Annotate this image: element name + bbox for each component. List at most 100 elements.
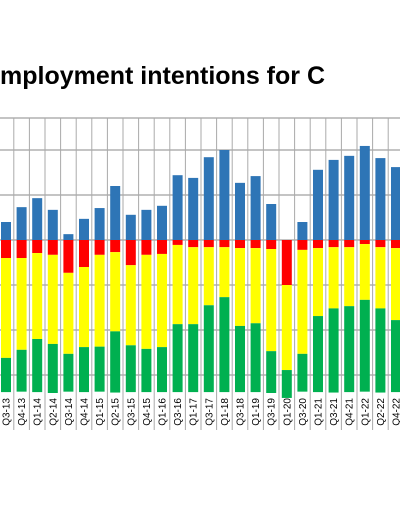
bar-segment	[157, 253, 167, 348]
x-tick-label: Q1-22	[360, 398, 371, 426]
bar-segment	[313, 248, 323, 317]
bar-segment	[157, 240, 167, 254]
bar-segment	[172, 324, 183, 393]
bar-segment	[203, 247, 214, 306]
x-tick-label: Q2-14	[48, 398, 59, 426]
bar-segment	[110, 331, 121, 393]
bar-segment	[219, 247, 230, 298]
bar-segment	[125, 265, 136, 346]
bar-segment	[110, 240, 121, 253]
bar-segment	[1, 222, 11, 240]
x-tick-label: Q1-19	[251, 398, 262, 426]
bar-segment	[79, 347, 89, 393]
bar-segment	[328, 308, 339, 393]
bar-segment	[313, 240, 323, 249]
bar-segment	[266, 249, 277, 352]
bar-segment	[391, 167, 400, 240]
x-tick-label: Q1-14	[33, 398, 44, 426]
bar-segment	[281, 285, 292, 371]
bar-segment	[375, 308, 386, 393]
bar-segment	[94, 240, 105, 255]
bar-segment	[297, 222, 308, 240]
bar-segment	[359, 145, 370, 240]
x-tick-label: Q3-17	[204, 398, 215, 426]
bar-segment	[1, 240, 11, 258]
bar-segment	[235, 182, 245, 240]
bar-segment	[32, 198, 43, 240]
bar-segment	[266, 204, 277, 240]
bar-segment	[344, 155, 355, 240]
x-tick-label: Q2-22	[376, 398, 387, 426]
x-tick-label: Q3-21	[329, 398, 340, 426]
bar-segment	[16, 207, 27, 240]
x-tick-label: Q1-20	[282, 398, 293, 426]
bar-segment	[328, 247, 339, 309]
bar-segment	[63, 234, 74, 240]
bar-segment	[1, 258, 11, 358]
bar-segment	[188, 247, 199, 325]
bar-segment	[125, 345, 136, 393]
bar-segment	[313, 169, 323, 240]
bar-segment	[110, 252, 121, 332]
bar-segment	[250, 240, 261, 249]
bar-segment	[375, 158, 386, 240]
x-tick-label: Q4-22	[392, 398, 400, 426]
bar-segment	[63, 240, 74, 273]
bar-segment	[172, 244, 183, 325]
x-tick-label: Q4-15	[142, 398, 153, 426]
bar-segment	[125, 240, 136, 266]
bar-segment	[235, 248, 245, 326]
bar-segment	[297, 353, 308, 392]
bar-segment	[328, 159, 339, 240]
bar-segment	[250, 248, 261, 324]
bar-segment	[235, 325, 245, 393]
bar-segment	[47, 240, 58, 255]
bar-segment	[63, 272, 74, 354]
x-tick-label: Q3-20	[298, 398, 309, 426]
bar-segment	[219, 240, 230, 248]
x-tick-label: Q4-14	[80, 398, 91, 426]
bar-segment	[125, 214, 136, 240]
chart-title: mployment intentions for C	[0, 62, 325, 90]
x-tick-label: Q1-16	[158, 398, 169, 426]
bar-segment	[344, 247, 355, 307]
bar-segment	[157, 205, 167, 240]
bar-segment	[157, 347, 167, 393]
bar-segment	[16, 240, 27, 258]
bar-segment	[47, 209, 58, 240]
bar-segment	[188, 177, 199, 240]
bar-segment	[250, 176, 261, 240]
bar-segment	[281, 240, 292, 285]
bar-segment	[32, 339, 43, 393]
bar-segment	[47, 343, 58, 393]
bar-segment	[235, 240, 245, 249]
bar-segment	[266, 240, 277, 249]
bar-segment	[32, 253, 43, 339]
x-tick-label: Q1-15	[95, 398, 106, 426]
x-tick-label: Q2-15	[111, 398, 122, 426]
bar-segment	[266, 351, 277, 393]
bar-segment	[203, 157, 214, 240]
bar-segment	[47, 254, 58, 344]
bar-segment	[344, 306, 355, 393]
bar-segment	[313, 316, 323, 393]
x-tick-label: Q4-13	[17, 398, 28, 426]
bar-segment	[281, 370, 292, 398]
bar-segment	[63, 353, 74, 392]
x-tick-label: Q4-21	[345, 398, 356, 426]
x-tick-label: Q1-17	[189, 398, 200, 426]
bar-segment	[375, 247, 386, 309]
bar-segment	[391, 240, 400, 249]
x-tick-label: Q3-19	[267, 398, 278, 426]
bar-segment	[141, 348, 152, 393]
bar-segment	[391, 248, 400, 321]
bar-segment	[172, 240, 183, 245]
bar-segment	[94, 254, 105, 347]
x-tick-label: Q3-15	[126, 398, 137, 426]
bar-segment	[79, 267, 89, 348]
bar-segment	[359, 299, 370, 392]
bar-segment	[203, 240, 214, 248]
bar-segment	[188, 324, 199, 393]
x-tick-label: Q3-13	[2, 398, 13, 426]
